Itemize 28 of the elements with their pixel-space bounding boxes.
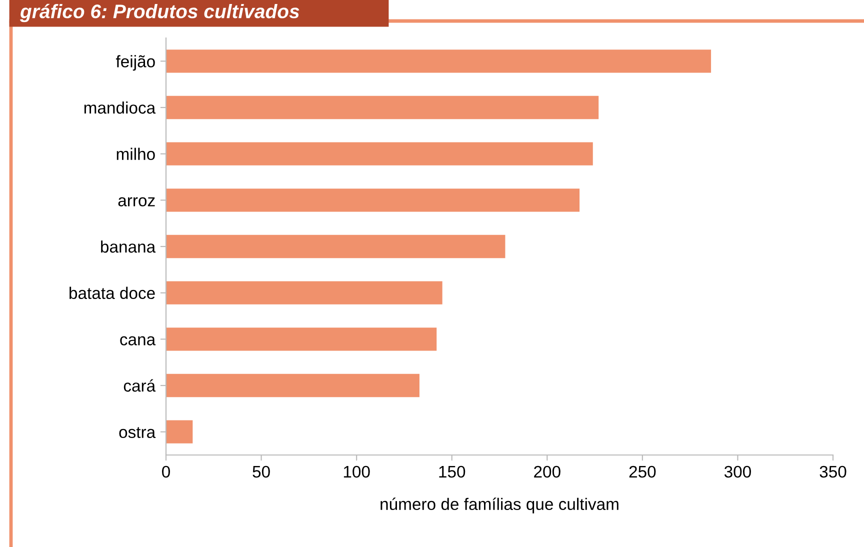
x-axis-title: número de famílias que cultivam [380, 498, 618, 514]
y-tick-label: mandioca [84, 101, 156, 114]
x-tick-label: 250 [629, 466, 656, 478]
x-tick-label: 300 [724, 466, 751, 478]
bar [166, 142, 593, 166]
y-tick-label: cana [120, 336, 156, 346]
y-tick-label: banana [101, 240, 156, 253]
bar [166, 420, 193, 444]
bar [166, 328, 437, 351]
y-tick-label: batata doce [70, 286, 155, 300]
bar [166, 374, 420, 398]
x-tick-label: 100 [344, 466, 370, 478]
x-tick-label: 200 [534, 466, 560, 478]
x-tick-label: 150 [439, 466, 466, 478]
bar [166, 234, 506, 258]
y-tick-label: arroz [118, 197, 155, 206]
bar [166, 281, 442, 304]
x-tick-label: 0 [162, 466, 170, 478]
bar [166, 188, 580, 212]
x-tick-label: 50 [252, 466, 270, 478]
y-tick-label: feijão [116, 55, 155, 71]
bar [166, 96, 599, 120]
bar [166, 50, 712, 73]
x-tick-label: 350 [820, 466, 846, 478]
y-tick-label: cará [124, 379, 156, 392]
y-tick-label: ostra [119, 427, 156, 438]
y-tick-label: milho [116, 148, 155, 160]
chart-title: gráfico 6: Produtos cultivados [20, 4, 300, 22]
